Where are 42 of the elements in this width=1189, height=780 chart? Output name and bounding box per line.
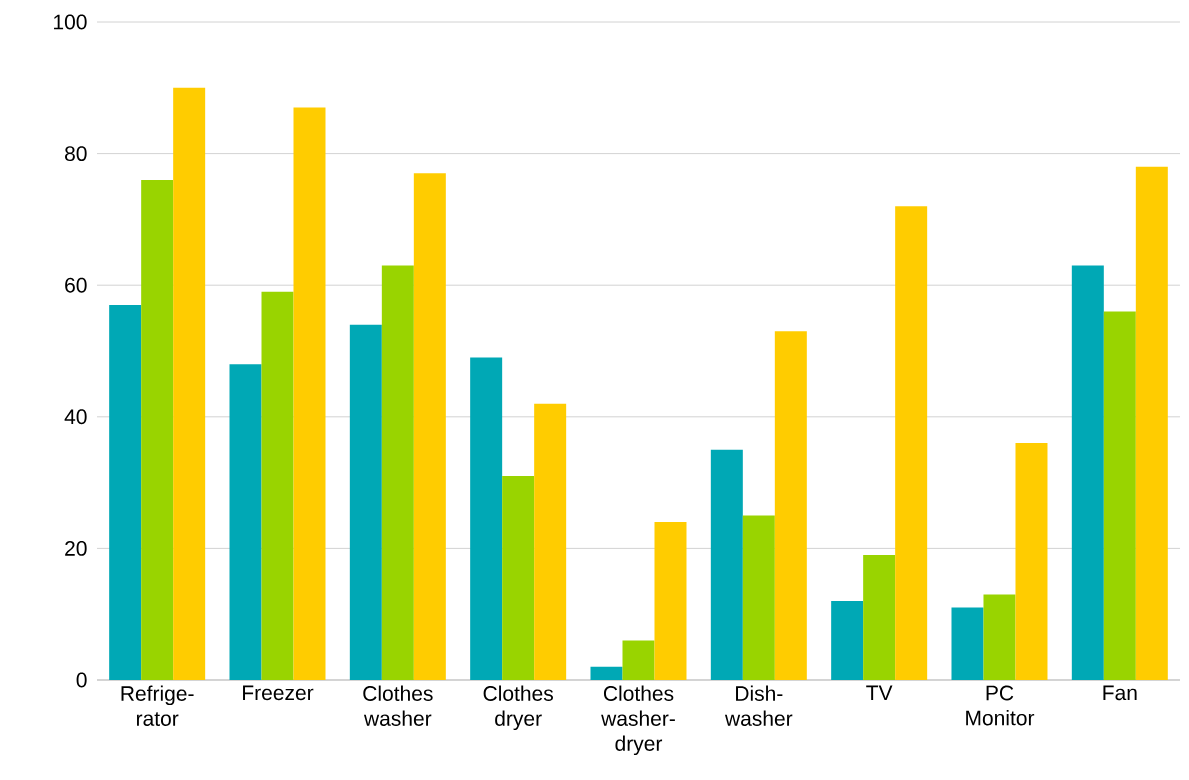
- bar: [470, 357, 503, 680]
- bar: [654, 522, 687, 680]
- bar: [622, 640, 655, 680]
- bar: [261, 291, 294, 680]
- bar: [895, 206, 928, 680]
- bar: [831, 601, 864, 680]
- y-tick-label: 80: [65, 146, 87, 162]
- x-tick-label: Clothes washer: [363, 685, 433, 726]
- bar: [774, 331, 807, 680]
- bar: [1103, 311, 1136, 680]
- x-tick-label: TV: [866, 685, 893, 700]
- bar: [502, 476, 535, 680]
- x-tick-label: PC Monitor: [966, 685, 1035, 726]
- bar: [590, 666, 623, 680]
- bar: [534, 403, 567, 680]
- bar: [951, 607, 984, 680]
- bar: [293, 107, 326, 680]
- y-tick-label: 100: [54, 14, 87, 30]
- bar: [381, 265, 414, 680]
- bar: [141, 179, 174, 680]
- bar: [349, 324, 382, 680]
- y-tick-label: 0: [76, 672, 87, 688]
- bar: [1015, 443, 1048, 680]
- x-tick-label: Clothes washer- dryer: [601, 685, 675, 756]
- bar: [1135, 166, 1168, 680]
- y-tick-label: 60: [65, 277, 87, 293]
- bar: [863, 554, 896, 680]
- bar: [109, 304, 142, 680]
- bar: [229, 364, 262, 680]
- y-tick-label: 20: [65, 540, 87, 556]
- bar: [983, 594, 1016, 680]
- x-tick-label: Clothes dryer: [483, 685, 553, 731]
- y-tick-label: 40: [64, 409, 87, 425]
- bar: [413, 173, 446, 680]
- x-tick-label: Fan: [1103, 685, 1137, 701]
- x-tick-label: Dish- washer: [724, 685, 793, 726]
- bar: [1071, 265, 1104, 680]
- bar: [710, 449, 743, 680]
- x-tick-label: Freezer: [243, 685, 314, 701]
- x-tick-label: Refrige- rator: [121, 685, 194, 726]
- bar: [742, 515, 775, 680]
- bar: [173, 87, 206, 680]
